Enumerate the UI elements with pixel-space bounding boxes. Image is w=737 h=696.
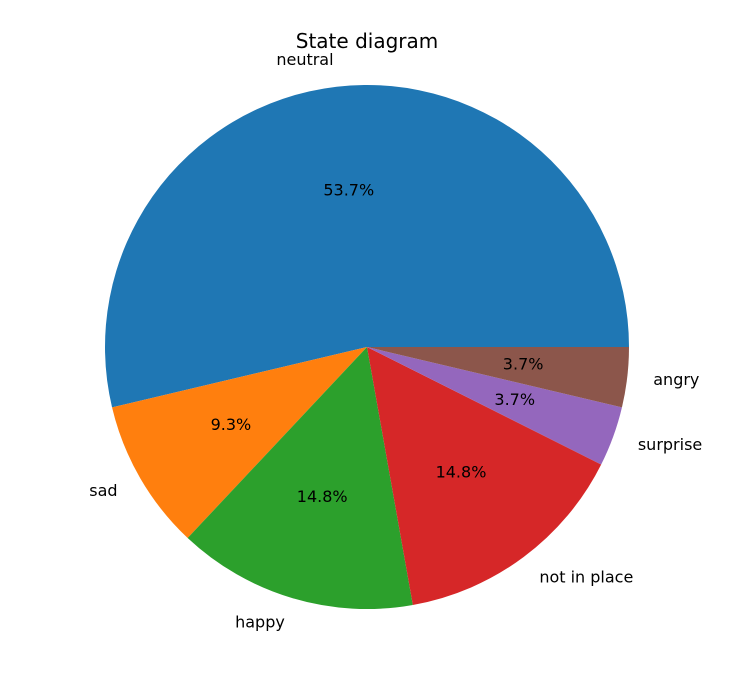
pie-slice-not-in-place [367, 347, 602, 605]
slice-label-sad: sad [89, 481, 117, 500]
slice-pct-angry: 3.7% [503, 355, 544, 374]
pie-slice-happy [187, 347, 413, 609]
pie-slices [104, 84, 629, 609]
slice-pct-not-in-place: 14.8% [436, 463, 487, 482]
chart-title: State diagram [296, 29, 438, 53]
pie-slice-neutral [104, 84, 629, 408]
slice-label-angry: angry [653, 370, 699, 389]
pie-labels: neutral 53.7% sad 9.3% happy 14.8% not in plac… [89, 50, 702, 632]
slice-pct-neutral: 53.7% [323, 180, 374, 199]
pie-slice-sad [112, 347, 367, 538]
slice-label-surprise: surprise [638, 435, 702, 454]
slice-pct-surprise: 3.7% [494, 390, 535, 409]
slice-pct-sad: 9.3% [211, 415, 252, 434]
pie-slice-angry [367, 347, 629, 408]
pie-slice-surprise [367, 347, 622, 465]
slice-label-happy: happy [235, 613, 285, 632]
slice-pct-happy: 14.8% [297, 487, 348, 506]
slice-label-neutral: neutral [276, 50, 333, 69]
slice-label-not-in-place: not in place [539, 568, 633, 587]
